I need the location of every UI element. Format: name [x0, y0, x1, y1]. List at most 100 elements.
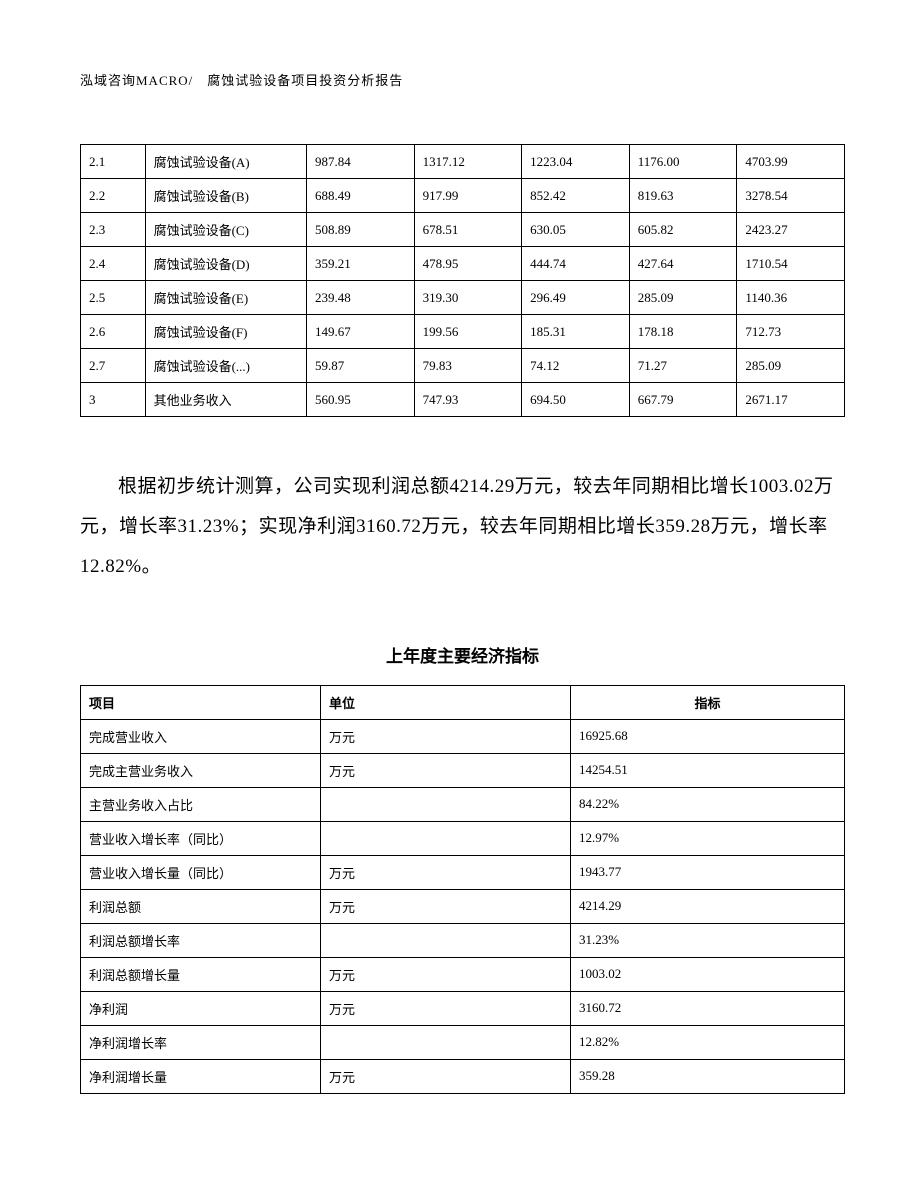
table2-title: 上年度主要经济指标: [80, 642, 845, 667]
table-row: 2.5 腐蚀试验设备(E) 239.48 319.30 296.49 285.0…: [81, 281, 845, 315]
cell: 285.09: [737, 349, 845, 383]
cell: [321, 787, 571, 821]
cell: 1710.54: [737, 247, 845, 281]
table-row: 2.4 腐蚀试验设备(D) 359.21 478.95 444.74 427.6…: [81, 247, 845, 281]
cell: 2.5: [81, 281, 146, 315]
cell: 185.31: [522, 315, 630, 349]
cell: 1176.00: [629, 145, 737, 179]
table-header-row: 项目 单位 指标: [81, 685, 845, 719]
cell: 3160.72: [571, 991, 845, 1025]
cell: 万元: [321, 855, 571, 889]
header-cell: 项目: [81, 685, 321, 719]
table-row: 完成主营业务收入 万元 14254.51: [81, 753, 845, 787]
cell: 主营业务收入占比: [81, 787, 321, 821]
cell: 4703.99: [737, 145, 845, 179]
cell: 净利润: [81, 991, 321, 1025]
cell: 利润总额: [81, 889, 321, 923]
cell: 腐蚀试验设备(F): [145, 315, 306, 349]
cell: 747.93: [414, 383, 522, 417]
cell: 31.23%: [571, 923, 845, 957]
cell: 149.67: [306, 315, 414, 349]
table-row: 3 其他业务收入 560.95 747.93 694.50 667.79 267…: [81, 383, 845, 417]
table-row: 2.1 腐蚀试验设备(A) 987.84 1317.12 1223.04 117…: [81, 145, 845, 179]
table-row: 利润总额增长率 31.23%: [81, 923, 845, 957]
cell: 560.95: [306, 383, 414, 417]
table-row: 净利润 万元 3160.72: [81, 991, 845, 1025]
page-header: 泓域咨询MACRO/ 腐蚀试验设备项目投资分析报告: [80, 70, 845, 89]
cell: 腐蚀试验设备(A): [145, 145, 306, 179]
cell: 605.82: [629, 213, 737, 247]
cell: 完成营业收入: [81, 719, 321, 753]
cell: 其他业务收入: [145, 383, 306, 417]
cell: [321, 1025, 571, 1059]
cell: 1140.36: [737, 281, 845, 315]
table2-body: 完成营业收入 万元 16925.68 完成主营业务收入 万元 14254.51 …: [81, 719, 845, 1093]
cell: 630.05: [522, 213, 630, 247]
cell: 腐蚀试验设备(B): [145, 179, 306, 213]
cell: 74.12: [522, 349, 630, 383]
cell: 12.97%: [571, 821, 845, 855]
cell: 3: [81, 383, 146, 417]
cell: 852.42: [522, 179, 630, 213]
table-row: 利润总额 万元 4214.29: [81, 889, 845, 923]
cell: 净利润增长量: [81, 1059, 321, 1093]
cell: 84.22%: [571, 787, 845, 821]
cell: 2423.27: [737, 213, 845, 247]
cell: 2.3: [81, 213, 146, 247]
cell: 71.27: [629, 349, 737, 383]
table-row: 主营业务收入占比 84.22%: [81, 787, 845, 821]
cell: 完成主营业务收入: [81, 753, 321, 787]
cell: 1003.02: [571, 957, 845, 991]
cell: 12.82%: [571, 1025, 845, 1059]
header-cell: 单位: [321, 685, 571, 719]
cell: 199.56: [414, 315, 522, 349]
cell: 59.87: [306, 349, 414, 383]
cell: 296.49: [522, 281, 630, 315]
cell: 478.95: [414, 247, 522, 281]
cell: 1317.12: [414, 145, 522, 179]
cell: 359.28: [571, 1059, 845, 1093]
cell: 腐蚀试验设备(C): [145, 213, 306, 247]
table2-head: 项目 单位 指标: [81, 685, 845, 719]
cell: 万元: [321, 1059, 571, 1093]
economic-indicators-table: 项目 单位 指标 完成营业收入 万元 16925.68 完成主营业务收入 万元 …: [80, 685, 845, 1094]
cell: 2.6: [81, 315, 146, 349]
cell: 712.73: [737, 315, 845, 349]
cell: 987.84: [306, 145, 414, 179]
cell: 万元: [321, 719, 571, 753]
table-row: 净利润增长率 12.82%: [81, 1025, 845, 1059]
summary-paragraph: 根据初步统计测算，公司实现利润总额4214.29万元，较去年同期相比增长1003…: [80, 467, 845, 587]
table-row: 利润总额增长量 万元 1003.02: [81, 957, 845, 991]
cell: 2.7: [81, 349, 146, 383]
table-row: 2.6 腐蚀试验设备(F) 149.67 199.56 185.31 178.1…: [81, 315, 845, 349]
cell: 利润总额增长量: [81, 957, 321, 991]
cell: 16925.68: [571, 719, 845, 753]
cell: 万元: [321, 753, 571, 787]
table-row: 净利润增长量 万元 359.28: [81, 1059, 845, 1093]
cell: 917.99: [414, 179, 522, 213]
table-row: 营业收入增长率（同比） 12.97%: [81, 821, 845, 855]
cell: 2.4: [81, 247, 146, 281]
cell: 腐蚀试验设备(D): [145, 247, 306, 281]
cell: 腐蚀试验设备(E): [145, 281, 306, 315]
table-row: 2.3 腐蚀试验设备(C) 508.89 678.51 630.05 605.8…: [81, 213, 845, 247]
cell: 2.2: [81, 179, 146, 213]
cell: 1223.04: [522, 145, 630, 179]
header-cell: 指标: [571, 685, 845, 719]
cell: 净利润增长率: [81, 1025, 321, 1059]
cell: 2671.17: [737, 383, 845, 417]
cell: 819.63: [629, 179, 737, 213]
cell: 444.74: [522, 247, 630, 281]
cell: 319.30: [414, 281, 522, 315]
cell: 4214.29: [571, 889, 845, 923]
table-row: 2.2 腐蚀试验设备(B) 688.49 917.99 852.42 819.6…: [81, 179, 845, 213]
equipment-revenue-table: 2.1 腐蚀试验设备(A) 987.84 1317.12 1223.04 117…: [80, 144, 845, 417]
cell: 2.1: [81, 145, 146, 179]
cell: 利润总额增长率: [81, 923, 321, 957]
cell: 79.83: [414, 349, 522, 383]
cell: 508.89: [306, 213, 414, 247]
cell: 腐蚀试验设备(...): [145, 349, 306, 383]
cell: 285.09: [629, 281, 737, 315]
table1-body: 2.1 腐蚀试验设备(A) 987.84 1317.12 1223.04 117…: [81, 145, 845, 417]
cell: 667.79: [629, 383, 737, 417]
